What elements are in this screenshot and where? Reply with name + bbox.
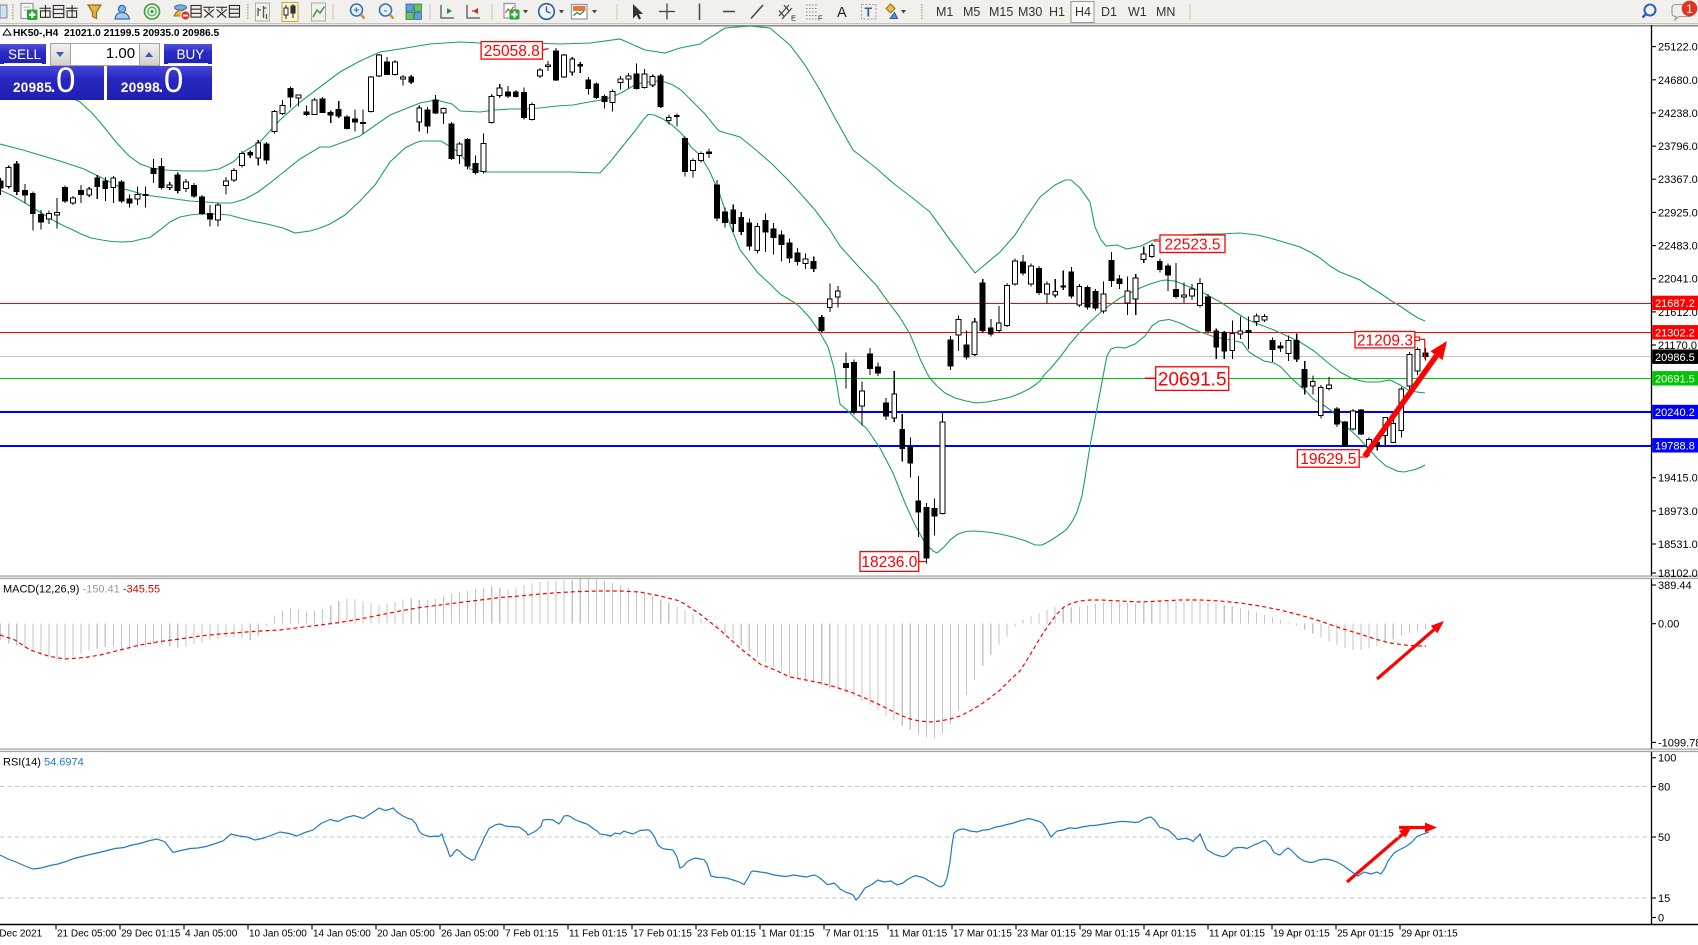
- svg-text:M15: M15: [989, 5, 1013, 19]
- svg-text:11 Mar 01:15: 11 Mar 01:15: [889, 929, 948, 940]
- svg-text:17 Feb 01:15: 17 Feb 01:15: [633, 929, 692, 940]
- svg-text:1: 1: [1686, 2, 1693, 16]
- svg-text:E: E: [791, 14, 796, 23]
- svg-text:23367.0: 23367.0: [1658, 174, 1698, 186]
- svg-text:W1: W1: [1128, 5, 1147, 19]
- svg-text:23 Mar 01:15: 23 Mar 01:15: [1017, 929, 1076, 940]
- svg-text:4 Jan 05:00: 4 Jan 05:00: [185, 929, 238, 940]
- svg-text:D1: D1: [1101, 5, 1117, 19]
- svg-text:21170.0: 21170.0: [1658, 340, 1697, 352]
- svg-text:29 Mar 01:15: 29 Mar 01:15: [1081, 929, 1140, 940]
- svg-text:21209.3: 21209.3: [1357, 332, 1413, 349]
- svg-text:H1: H1: [1049, 5, 1065, 19]
- svg-text:7 Feb 01:15: 7 Feb 01:15: [505, 929, 559, 940]
- svg-text:0.00: 0.00: [1658, 619, 1679, 631]
- svg-text:H4: H4: [1075, 5, 1091, 19]
- svg-text:A: A: [837, 5, 847, 21]
- svg-text:20986.5: 20986.5: [1655, 352, 1695, 364]
- svg-text:-: -: [384, 5, 388, 17]
- svg-text:14 Jan 05:00: 14 Jan 05:00: [313, 929, 371, 940]
- svg-text:25058.8: 25058.8: [484, 43, 540, 60]
- svg-text:18236.0: 18236.0: [861, 554, 917, 571]
- svg-text:11 Apr 01:15: 11 Apr 01:15: [1209, 929, 1265, 940]
- svg-text:23796.0: 23796.0: [1658, 141, 1698, 153]
- svg-text:22041.0: 22041.0: [1658, 274, 1698, 286]
- svg-text:19629.5: 19629.5: [1300, 451, 1356, 468]
- svg-text:HK50-,H4 21021.0 21199.5 2093: HK50-,H4 21021.0 21199.5 20935.0 20986.5: [13, 28, 220, 39]
- svg-text:21302.2: 21302.2: [1655, 328, 1695, 340]
- svg-text:0: 0: [1658, 913, 1664, 925]
- svg-text:19415.0: 19415.0: [1658, 473, 1698, 485]
- svg-text:22483.0: 22483.0: [1658, 241, 1698, 253]
- svg-text:18102.0: 18102.0: [1658, 568, 1698, 580]
- svg-text:M30: M30: [1018, 5, 1042, 19]
- svg-text:19 Apr 01:15: 19 Apr 01:15: [1273, 929, 1330, 940]
- svg-text:1 Mar 01:15: 1 Mar 01:15: [761, 929, 815, 940]
- svg-text:24238.0: 24238.0: [1658, 108, 1698, 120]
- svg-text:7 Mar 01:15: 7 Mar 01:15: [825, 929, 879, 940]
- svg-text:5 Dec 2021: 5 Dec 2021: [0, 929, 43, 940]
- svg-text:25 Apr 01:15: 25 Apr 01:15: [1337, 929, 1394, 940]
- svg-text:22523.5: 22523.5: [1164, 236, 1220, 253]
- svg-text:22925.0: 22925.0: [1658, 207, 1698, 219]
- svg-text:24680.0: 24680.0: [1658, 75, 1698, 87]
- svg-text:MACD(12,26,9) -150.41 -345.55: MACD(12,26,9) -150.41 -345.55: [3, 584, 160, 596]
- svg-text:29 Dec 01:15: 29 Dec 01:15: [121, 929, 181, 940]
- svg-text:T: T: [865, 6, 873, 20]
- svg-text:100: 100: [1658, 753, 1676, 765]
- svg-text:29 Apr 01:15: 29 Apr 01:15: [1401, 929, 1458, 940]
- svg-text:80: 80: [1658, 782, 1670, 794]
- svg-text:23 Feb 01:15: 23 Feb 01:15: [697, 929, 756, 940]
- svg-text:10 Jan 05:00: 10 Jan 05:00: [249, 929, 307, 940]
- svg-text:18531.0: 18531.0: [1658, 539, 1698, 551]
- svg-text:25122.0: 25122.0: [1658, 42, 1698, 54]
- svg-text:11 Feb 01:15: 11 Feb 01:15: [569, 929, 628, 940]
- svg-text:50: 50: [1658, 832, 1670, 844]
- svg-text:20 Jan 05:00: 20 Jan 05:00: [377, 929, 435, 940]
- svg-text:M5: M5: [963, 5, 980, 19]
- svg-text:18973.0: 18973.0: [1658, 506, 1698, 518]
- svg-text:F: F: [818, 14, 823, 23]
- svg-text:20691.5: 20691.5: [1158, 369, 1227, 390]
- svg-text:15: 15: [1658, 893, 1670, 905]
- svg-text:RSI(14) 54.6974: RSI(14) 54.6974: [3, 757, 84, 769]
- svg-text:26 Jan 05:00: 26 Jan 05:00: [441, 929, 499, 940]
- svg-text:4 Apr 01:15: 4 Apr 01:15: [1145, 929, 1197, 940]
- svg-text:+: +: [353, 5, 359, 17]
- svg-text:19788.8: 19788.8: [1655, 441, 1695, 453]
- svg-text:21687.2: 21687.2: [1655, 298, 1695, 310]
- svg-text:20240.2: 20240.2: [1655, 407, 1695, 419]
- svg-text:389.44: 389.44: [1658, 580, 1692, 592]
- svg-text:21 Dec 05:00: 21 Dec 05:00: [57, 929, 117, 940]
- svg-text:-1099.78: -1099.78: [1658, 737, 1698, 749]
- svg-text:M1: M1: [936, 5, 953, 19]
- svg-text:17 Mar 01:15: 17 Mar 01:15: [953, 929, 1012, 940]
- svg-text:20691.5: 20691.5: [1655, 374, 1695, 386]
- svg-text:MN: MN: [1156, 5, 1175, 19]
